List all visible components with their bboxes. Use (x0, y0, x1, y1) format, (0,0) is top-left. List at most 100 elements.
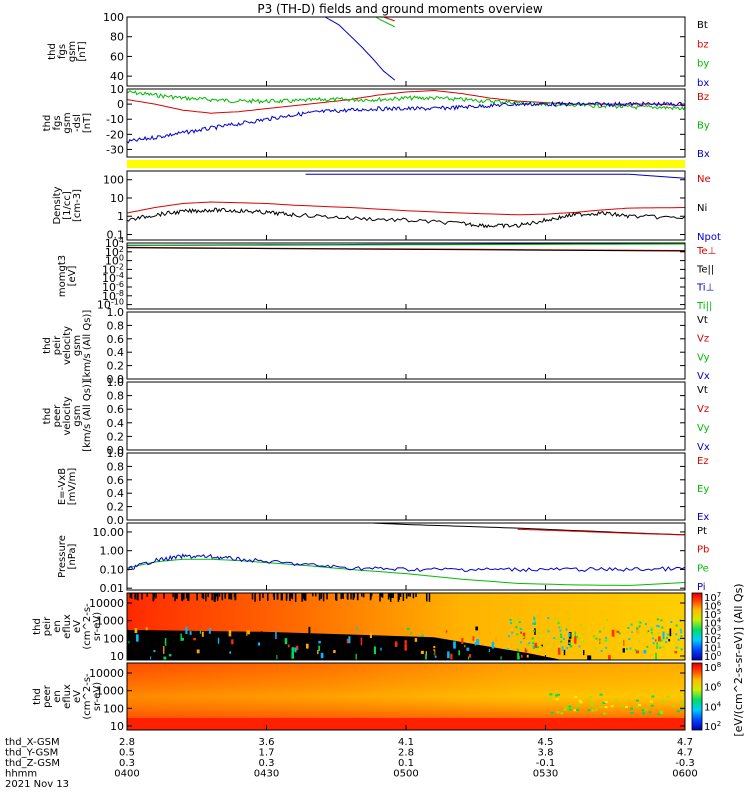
panel-frame (126, 311, 686, 380)
y-axis-label: gsm (67, 41, 78, 62)
heatmap-pixel (638, 625, 641, 628)
heatmap-pixel (524, 648, 528, 653)
heatmap-pixel (594, 708, 598, 711)
y-tick-label: 10000 (89, 597, 124, 610)
heatmap-pixel (629, 707, 633, 710)
x-row-label: thd_Z-GSM (5, 758, 60, 769)
heatmap-pixel (644, 708, 648, 711)
heatmap-pixel (251, 593, 254, 600)
x-tick-label: 3.8 (538, 748, 554, 759)
heatmap-pixel (603, 712, 607, 715)
heatmap-pixel (404, 640, 407, 644)
heatmap-pixel (315, 647, 317, 651)
heatmap-pixel (521, 628, 524, 631)
heatmap-pixel (434, 655, 437, 658)
y-tick-label: 100 (105, 254, 124, 268)
heatmap-pixel (556, 711, 560, 714)
heatmap-pixel (394, 641, 398, 647)
heatmap-pixel (318, 645, 320, 651)
y-axis-label: [nT] (77, 41, 88, 61)
panel-frame (126, 452, 686, 521)
heatmap-pixel (610, 705, 614, 708)
heatmap-pixel (276, 654, 278, 660)
heatmap-pixel (389, 593, 392, 602)
heatmap-pixel (233, 593, 236, 598)
legend-entry: Ne (697, 174, 711, 185)
y-tick-label: 1.0 (107, 376, 125, 389)
y-tick-label: 1.0 (107, 447, 125, 460)
panel-pressure: 10.00 1.00 0.10 0.01 Pressure [nPa] Pt Pb Pe Pi (57, 522, 709, 595)
heatmap-pixel (657, 713, 661, 716)
heatmap-pixel (520, 641, 523, 644)
x-tick-label: 0.5 (119, 748, 135, 759)
heatmap-pixel (641, 709, 645, 712)
y-tick-label: 0.0 (107, 514, 125, 527)
heatmap-pixel (533, 621, 536, 624)
heatmap-pixel (677, 638, 680, 641)
panel-frame (126, 522, 686, 591)
heatmap-pixel (602, 701, 606, 704)
heatmap-pixel (540, 646, 543, 649)
series-Ni-line (127, 207, 685, 229)
x-tick-label: 0.1 (398, 758, 414, 769)
y-tick-label: 0.4 (107, 487, 125, 500)
heatmap-pixel (574, 636, 577, 644)
heatmap-pixel (526, 640, 529, 643)
heatmap-pixel (506, 647, 509, 650)
heatmap-pixel (218, 593, 221, 597)
x-tick-label: 2.8 (398, 748, 414, 759)
heatmap-pixel (407, 593, 410, 597)
y-axis-label: Density (52, 186, 63, 224)
y-axis-label: [1/cc] (62, 191, 73, 220)
colorbar (691, 662, 703, 731)
heatmap-pixel (185, 593, 188, 599)
heatmap-pixel (491, 641, 495, 649)
legend-entry: Ez (697, 456, 709, 467)
y-axis-label: peir (52, 335, 63, 355)
heatmap-pixel (425, 654, 427, 660)
heatmap-pixel (335, 593, 337, 601)
y-tick-label: 40 (110, 70, 124, 83)
heatmap-pixel (237, 641, 239, 647)
y-tick-label: 10-4 (102, 271, 124, 285)
heatmap-pixel (680, 648, 683, 651)
heatmap-pixel (458, 650, 461, 656)
heatmap-pixel (425, 651, 427, 656)
heatmap-pixel (578, 634, 581, 637)
heatmap-pixel (262, 593, 264, 599)
heatmap-pixel (390, 593, 393, 598)
heatmap-pixel (361, 593, 363, 597)
y-axis-label: Pressure (57, 535, 68, 578)
y-axis-label: gsm (72, 405, 83, 426)
heatmap-pixel (597, 638, 600, 641)
heatmap-pixel (661, 639, 664, 642)
heatmap-pixel (287, 644, 290, 648)
heatmap-pixel (447, 651, 450, 659)
heatmap-pixel (187, 593, 190, 598)
heatmap-pixel (599, 643, 602, 646)
heatmap-pixel (526, 643, 529, 646)
heatmap-pixel (515, 626, 518, 629)
heatmap-pixel (641, 650, 643, 658)
x-tick-label: 3.6 (259, 737, 275, 748)
x-tick-label: 0400 (114, 769, 139, 780)
heatmap-pixel (636, 627, 639, 630)
heatmap-pixel (474, 642, 477, 646)
heatmap-pixel (347, 593, 349, 600)
heatmap-pixel (445, 630, 448, 633)
colorbar-tick-label: 104 (704, 616, 722, 629)
heatmap-pixel (267, 593, 269, 601)
heatmap-pixel (510, 622, 513, 625)
heatmap-pixel (631, 631, 634, 634)
heatmap-pixel (387, 593, 390, 600)
legend-entry: bx (697, 78, 709, 89)
heatmap-pixel (675, 646, 678, 649)
x-tick-label: -0.1 (536, 758, 556, 769)
heatmap-pixel (556, 693, 560, 696)
heatmap-pixel (291, 651, 295, 659)
heatmap-pixel (614, 629, 617, 632)
heatmap-pixel (670, 620, 673, 623)
heatmap-pixel (155, 593, 157, 599)
series-By-line (127, 90, 685, 111)
heatmap-pixel (517, 634, 520, 637)
